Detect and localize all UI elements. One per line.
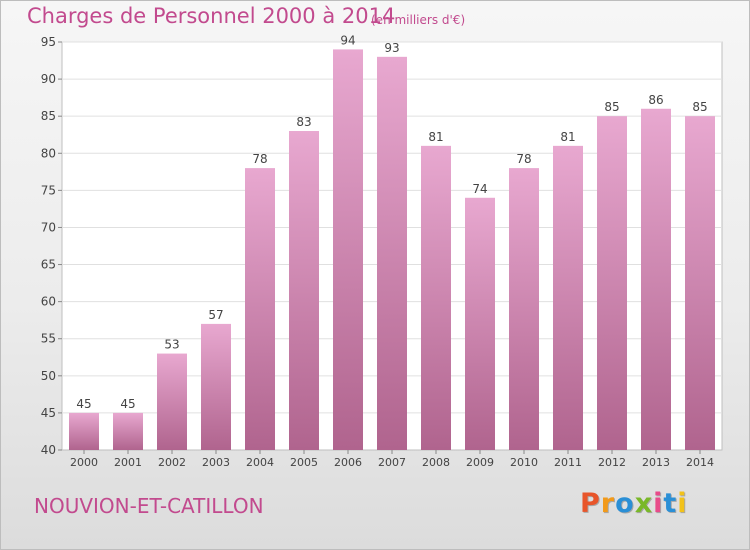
commune-name: NOUVION-ET-CATILLON — [34, 494, 264, 518]
x-tick-label: 2004 — [246, 456, 274, 469]
x-tick-label: 2003 — [202, 456, 230, 469]
bar-2004 — [245, 168, 275, 451]
y-tick-label: 55 — [41, 332, 56, 346]
x-tick-label: 2014 — [686, 456, 714, 469]
data-label: 45 — [76, 397, 91, 411]
bar-2008 — [421, 145, 451, 450]
data-label: 81 — [428, 130, 443, 144]
x-tick-label: 2000 — [70, 456, 98, 469]
logo-letter: i — [653, 488, 664, 519]
data-label: 57 — [208, 308, 223, 322]
data-label: 78 — [252, 152, 267, 166]
bar-2012 — [597, 116, 627, 450]
logo-letter: t — [663, 488, 678, 519]
y-tick-label: 50 — [41, 369, 56, 383]
x-tick-label: 2013 — [642, 456, 670, 469]
data-label: 53 — [164, 338, 179, 352]
bar-2014 — [685, 116, 715, 450]
y-tick-label: 40 — [41, 443, 56, 457]
bar-2001 — [113, 412, 143, 450]
data-label: 93 — [384, 41, 399, 55]
x-tick-label: 2009 — [466, 456, 494, 469]
x-tick-label: 2012 — [598, 456, 626, 469]
bar-2009 — [465, 197, 495, 450]
y-tick-label: 45 — [41, 406, 56, 420]
bar-2003 — [201, 323, 231, 450]
y-tick-label: 60 — [41, 295, 56, 309]
data-label: 78 — [516, 152, 531, 166]
x-tick-label: 2010 — [510, 456, 538, 469]
data-label: 81 — [560, 130, 575, 144]
x-tick-label: 2001 — [114, 456, 142, 469]
x-tick-label: 2002 — [158, 456, 186, 469]
bar-2007 — [377, 56, 407, 450]
bar-2010 — [509, 168, 539, 451]
x-tick-label: 2008 — [422, 456, 450, 469]
chart-title: Charges de Personnel 2000 à 2014 — [27, 4, 396, 28]
bar-2000 — [69, 412, 99, 450]
y-tick-label: 90 — [41, 72, 56, 86]
bar-2006 — [333, 49, 363, 450]
y-tick-label: 65 — [41, 258, 56, 272]
x-tick-label: 2006 — [334, 456, 362, 469]
logo-letter: o — [615, 488, 635, 519]
logo-letter: x — [634, 488, 654, 519]
bar-2013 — [641, 108, 671, 450]
data-label: 85 — [692, 100, 707, 114]
bar-2005 — [289, 131, 319, 450]
data-label: 74 — [472, 182, 487, 196]
y-tick-label: 95 — [41, 35, 56, 49]
logo-letter: r — [600, 488, 616, 519]
proxiti-logo: Proxiti — [580, 488, 688, 519]
bar-2002 — [157, 353, 187, 450]
data-label: 94 — [340, 33, 355, 47]
x-tick-label: 2007 — [378, 456, 406, 469]
x-tick-label: 2011 — [554, 456, 582, 469]
data-label: 86 — [648, 93, 663, 107]
y-tick-label: 75 — [41, 183, 56, 197]
y-tick-label: 70 — [41, 220, 56, 234]
data-label: 45 — [120, 397, 135, 411]
logo-letter: P — [580, 488, 601, 519]
chart-unit: (en milliers d'€) — [371, 13, 466, 27]
x-tick-label: 2005 — [290, 456, 318, 469]
logo-letter: i — [677, 488, 688, 519]
data-label: 85 — [604, 100, 619, 114]
y-tick-label: 80 — [41, 146, 56, 160]
bar-2011 — [553, 145, 583, 450]
y-tick-label: 85 — [41, 109, 56, 123]
data-label: 83 — [296, 115, 311, 129]
